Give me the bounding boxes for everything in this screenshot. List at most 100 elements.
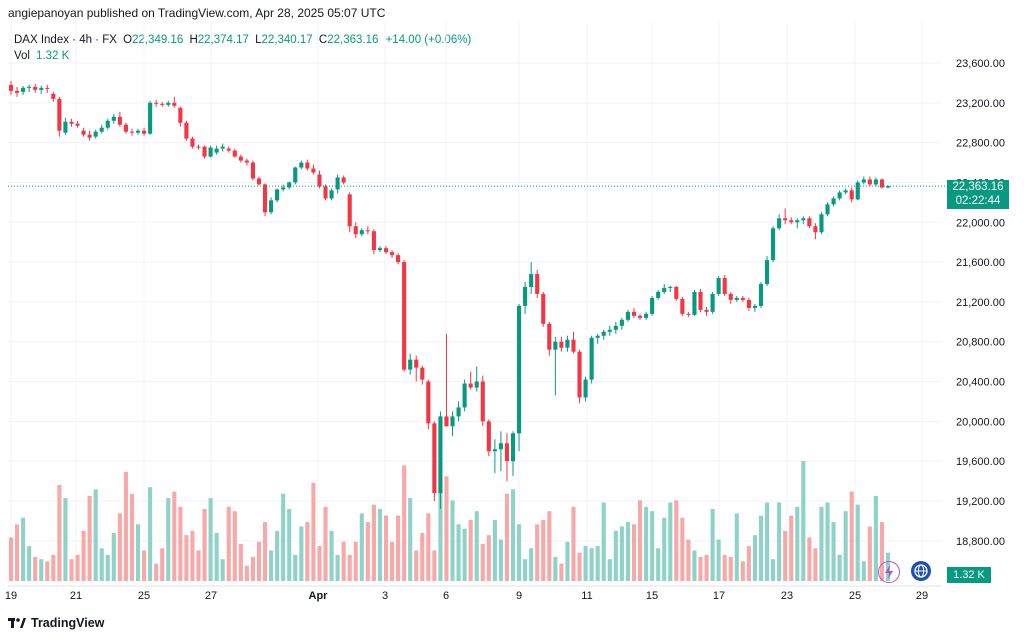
candle-body bbox=[480, 381, 485, 422]
volume-bar bbox=[474, 511, 479, 581]
y-tick-label: 19,200.00 bbox=[956, 496, 1005, 508]
candle-body bbox=[559, 341, 564, 348]
volume-bar bbox=[75, 554, 80, 581]
candle-body bbox=[571, 339, 576, 352]
volume-label[interactable]: Vol bbox=[14, 50, 30, 62]
x-tick-label: 25 bbox=[849, 590, 861, 602]
candle-body bbox=[33, 86, 38, 90]
volume-bar bbox=[135, 524, 141, 581]
candle-body bbox=[117, 116, 122, 125]
volume-bar bbox=[396, 515, 401, 581]
volume-bar bbox=[541, 519, 546, 581]
candle-body bbox=[795, 220, 800, 223]
volume-bar bbox=[807, 537, 812, 581]
volume-bar bbox=[631, 524, 637, 581]
candle-body bbox=[698, 291, 703, 310]
volume-bar bbox=[837, 554, 842, 581]
candle-body bbox=[764, 260, 770, 284]
volume-bar bbox=[45, 561, 50, 581]
candle-body bbox=[214, 148, 219, 153]
candle-body bbox=[644, 313, 649, 318]
volume-bar bbox=[535, 524, 540, 581]
candle-body bbox=[250, 162, 255, 179]
volume-bar bbox=[317, 546, 322, 581]
volume-bar bbox=[613, 530, 618, 581]
volume-bar bbox=[202, 509, 207, 581]
candle-body bbox=[716, 278, 721, 294]
volume-bar bbox=[39, 559, 44, 581]
volume-bar bbox=[468, 519, 473, 581]
candle-body bbox=[492, 449, 497, 452]
volume-bar bbox=[504, 493, 510, 581]
candle-body bbox=[208, 147, 213, 157]
volume-bar bbox=[389, 541, 395, 581]
candle-body bbox=[547, 323, 552, 350]
candle-body bbox=[686, 313, 691, 315]
candle-body bbox=[383, 248, 389, 253]
volume-bar bbox=[692, 550, 697, 581]
candle-body bbox=[281, 187, 286, 190]
candle-body bbox=[111, 116, 116, 121]
volume-badge: 1.32 K bbox=[947, 567, 991, 583]
x-tick-label: 23 bbox=[781, 590, 793, 602]
candle-body bbox=[8, 84, 14, 91]
candle-body bbox=[861, 179, 866, 183]
volume-bar bbox=[498, 539, 503, 581]
footer-brand[interactable]: TradingView bbox=[8, 616, 104, 630]
volume-bar bbox=[238, 543, 243, 581]
candle-body bbox=[662, 287, 667, 292]
candle-body bbox=[529, 274, 534, 287]
candle-body bbox=[583, 379, 588, 398]
volume-bar bbox=[879, 522, 885, 581]
candle-body bbox=[577, 351, 582, 398]
volume-bar bbox=[359, 513, 364, 581]
volume-bar bbox=[196, 550, 201, 581]
volume-bar bbox=[486, 535, 491, 581]
candle-body bbox=[305, 162, 310, 169]
volume-bar bbox=[129, 493, 135, 581]
candle-body bbox=[456, 407, 461, 417]
volume-bar bbox=[87, 495, 92, 581]
volume-bar bbox=[329, 530, 334, 581]
candle-body bbox=[746, 299, 751, 308]
volume-bar bbox=[529, 548, 534, 581]
volume-value: 1.32 K bbox=[36, 50, 70, 62]
candle-body bbox=[129, 131, 135, 133]
candle-body bbox=[801, 218, 806, 221]
candle-body bbox=[14, 90, 20, 93]
candle-body bbox=[710, 293, 715, 312]
candle-body bbox=[516, 305, 522, 434]
volume-bar bbox=[105, 554, 110, 581]
candle-body bbox=[468, 383, 473, 388]
lightning-icon[interactable] bbox=[878, 561, 900, 583]
candle-body bbox=[256, 178, 262, 185]
candle-body bbox=[450, 416, 455, 427]
candle-body bbox=[93, 131, 98, 137]
volume-bar bbox=[365, 522, 370, 581]
candle-body bbox=[873, 179, 878, 185]
volume-bar bbox=[142, 550, 147, 581]
volume-bar bbox=[353, 541, 358, 581]
volume-bar bbox=[287, 509, 292, 581]
volume-bar bbox=[492, 519, 497, 581]
symbol-label[interactable]: DAX Index · 4h · FX bbox=[14, 34, 117, 46]
volume-bar bbox=[625, 522, 630, 581]
volume-bar bbox=[178, 506, 183, 581]
volume-bar bbox=[8, 537, 14, 581]
volume-bar bbox=[565, 541, 570, 581]
volume-bar bbox=[232, 511, 237, 581]
candle-body bbox=[226, 148, 231, 151]
volume-bar bbox=[619, 526, 624, 581]
y-tick-label: 21,600.00 bbox=[956, 257, 1005, 269]
volume-bar bbox=[662, 517, 667, 581]
candle-body bbox=[438, 416, 443, 494]
volume-bar bbox=[371, 504, 376, 581]
candle-body bbox=[462, 383, 467, 408]
y-tick-label: 20,800.00 bbox=[956, 337, 1005, 349]
globe-icon[interactable] bbox=[911, 561, 931, 581]
volume-bar bbox=[426, 513, 431, 581]
volume-bar bbox=[783, 530, 788, 581]
volume-bar bbox=[764, 502, 770, 581]
volume-bar bbox=[855, 504, 860, 581]
